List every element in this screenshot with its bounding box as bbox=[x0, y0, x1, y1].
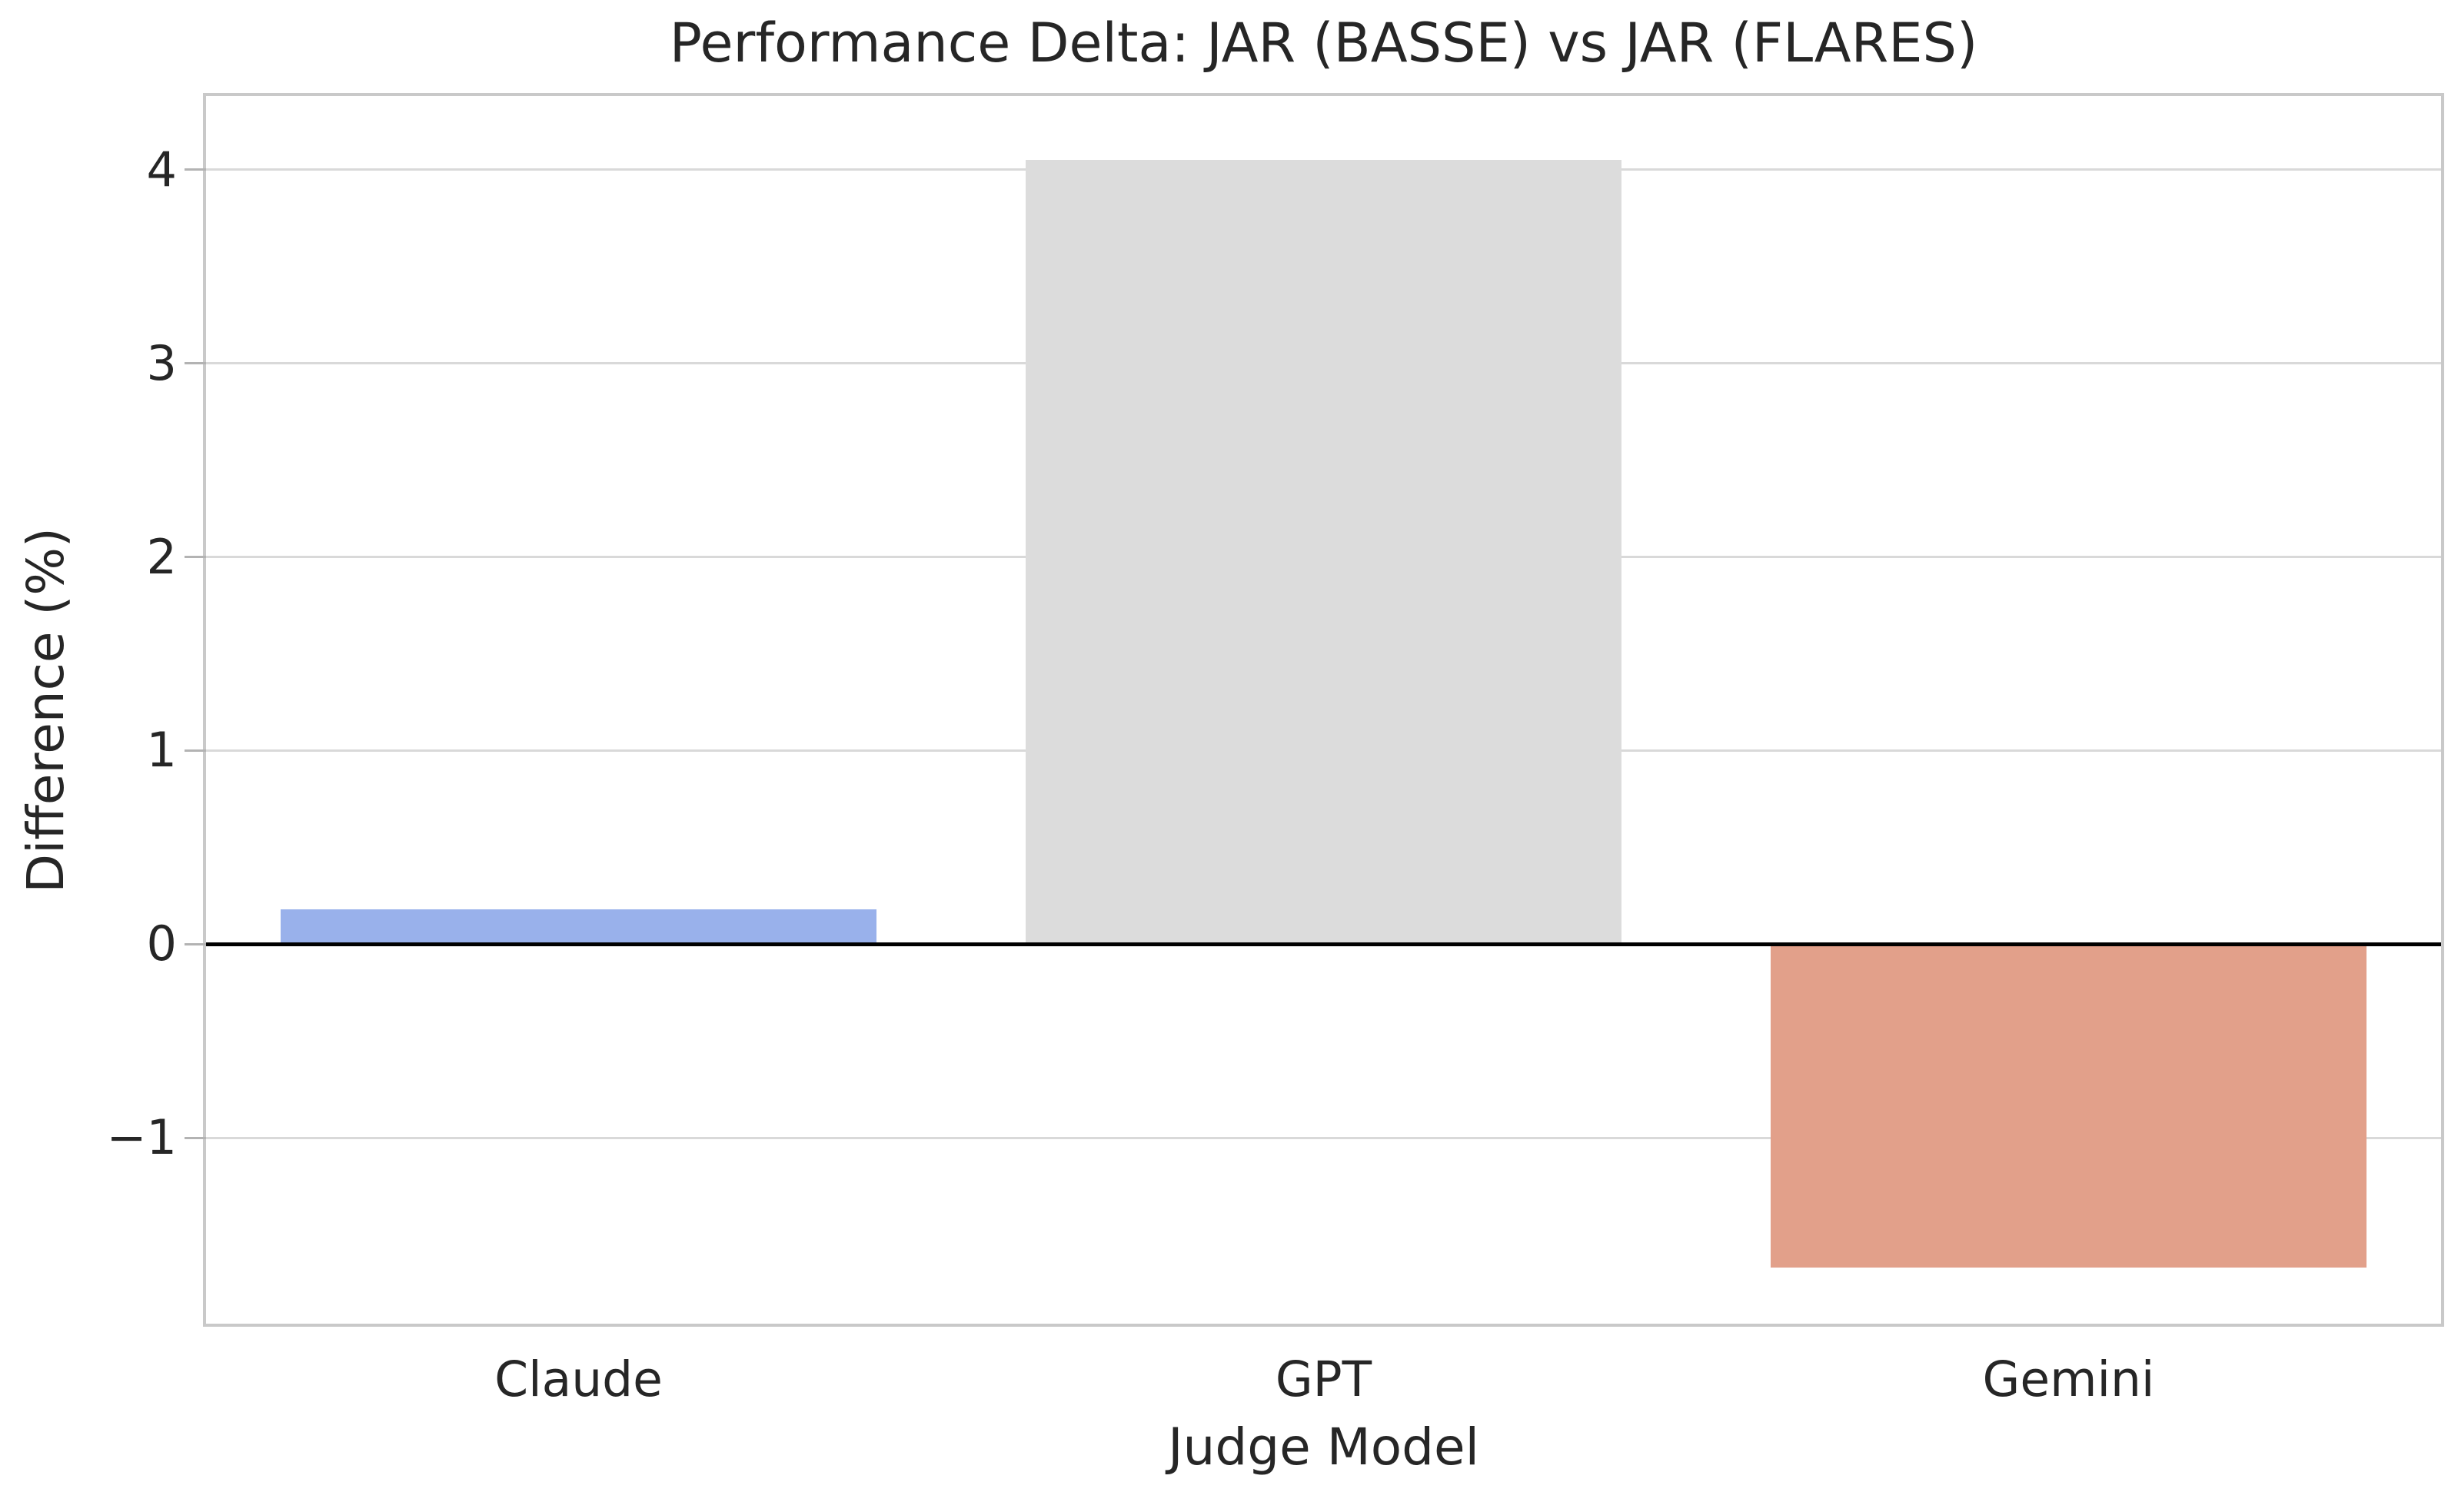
x-tick-label-gpt: GPT bbox=[1275, 1351, 1372, 1407]
bar-gpt bbox=[1025, 160, 1622, 945]
y-tick-label-1: 1 bbox=[146, 722, 177, 779]
y-tick-label-4: 4 bbox=[146, 141, 177, 198]
bar-gemini bbox=[1770, 944, 2367, 1268]
y-tick-mark-2 bbox=[185, 556, 206, 558]
y-tick-mark-1 bbox=[185, 749, 206, 752]
y-tick-mark-3 bbox=[185, 362, 206, 365]
y-tick-mark--1 bbox=[185, 1136, 206, 1139]
y-axis-label: Difference (%) bbox=[16, 527, 75, 893]
y-tick-mark-0 bbox=[185, 942, 206, 945]
y-tick-label-0: 0 bbox=[146, 916, 177, 972]
chart-title: Performance Delta: JAR (BASSE) vs JAR (F… bbox=[669, 12, 1978, 75]
y-tick-label-2: 2 bbox=[146, 528, 177, 585]
y-tick-label--1: −1 bbox=[106, 1109, 177, 1166]
gridline-y--1 bbox=[206, 1136, 2441, 1139]
x-tick-label-claude: Claude bbox=[494, 1351, 663, 1407]
bar-claude bbox=[280, 909, 877, 945]
x-tick-label-gemini: Gemini bbox=[1982, 1351, 2155, 1407]
y-tick-mark-4 bbox=[185, 168, 206, 171]
x-axis-label: Judge Model bbox=[1168, 1417, 1479, 1477]
y-tick-label-3: 3 bbox=[146, 334, 177, 391]
zero-line bbox=[206, 942, 2441, 946]
